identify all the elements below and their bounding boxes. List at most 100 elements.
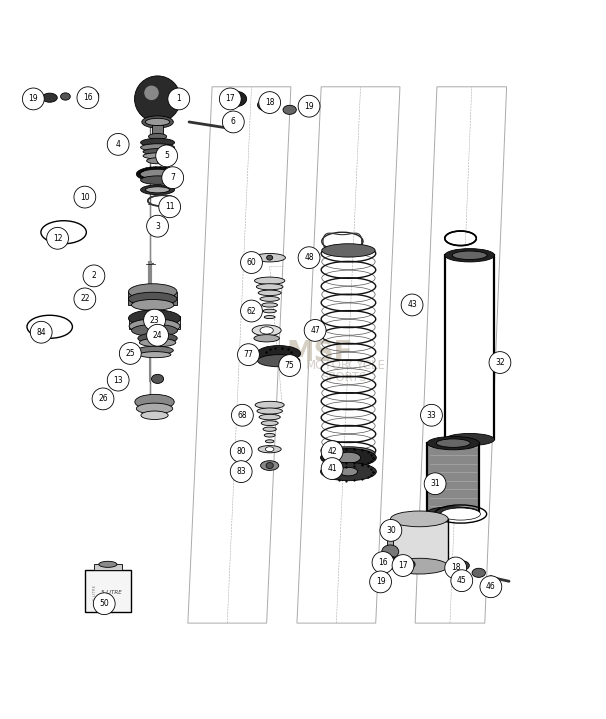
Ellipse shape: [336, 452, 361, 463]
Text: 19: 19: [304, 101, 314, 111]
Text: 18: 18: [451, 564, 461, 572]
Ellipse shape: [445, 434, 494, 446]
Ellipse shape: [267, 255, 273, 260]
Text: 17: 17: [225, 94, 235, 104]
Ellipse shape: [128, 292, 177, 306]
Circle shape: [230, 461, 252, 482]
Text: 6: 6: [231, 117, 236, 127]
Circle shape: [304, 319, 326, 342]
Ellipse shape: [260, 296, 279, 301]
Text: 60: 60: [247, 258, 256, 267]
Text: SPORTS: SPORTS: [321, 371, 367, 384]
Text: 2: 2: [92, 271, 96, 280]
Ellipse shape: [321, 462, 376, 481]
Ellipse shape: [258, 290, 281, 296]
Ellipse shape: [145, 119, 170, 126]
Bar: [445, 255, 494, 439]
Ellipse shape: [158, 160, 170, 165]
Ellipse shape: [264, 316, 275, 319]
Text: 32: 32: [495, 358, 505, 367]
Ellipse shape: [339, 467, 358, 476]
Circle shape: [159, 196, 181, 218]
Ellipse shape: [390, 511, 448, 527]
Ellipse shape: [135, 394, 175, 410]
Ellipse shape: [390, 558, 448, 574]
Text: 45: 45: [457, 576, 467, 585]
Circle shape: [144, 86, 159, 100]
Circle shape: [298, 247, 320, 269]
Text: 31: 31: [430, 480, 440, 488]
Ellipse shape: [445, 249, 494, 262]
Ellipse shape: [99, 562, 117, 567]
Ellipse shape: [256, 284, 283, 290]
Bar: [85, 570, 130, 612]
Circle shape: [47, 227, 68, 249]
Ellipse shape: [259, 414, 281, 420]
Ellipse shape: [255, 401, 284, 408]
Circle shape: [30, 321, 52, 343]
Ellipse shape: [261, 421, 278, 426]
Text: 19: 19: [376, 577, 385, 587]
Ellipse shape: [86, 93, 93, 98]
Text: 18: 18: [265, 98, 275, 107]
Circle shape: [222, 111, 244, 133]
Circle shape: [421, 404, 442, 426]
Ellipse shape: [148, 134, 167, 139]
Circle shape: [238, 344, 259, 365]
Circle shape: [451, 569, 473, 592]
Text: 23: 23: [150, 316, 159, 324]
Bar: [390, 519, 448, 566]
Ellipse shape: [143, 149, 172, 155]
Circle shape: [144, 309, 165, 331]
Circle shape: [279, 354, 301, 377]
Circle shape: [372, 551, 394, 574]
Ellipse shape: [261, 461, 279, 470]
Ellipse shape: [252, 325, 281, 336]
Circle shape: [135, 76, 181, 122]
Ellipse shape: [427, 436, 479, 450]
Circle shape: [298, 96, 320, 117]
Ellipse shape: [382, 527, 399, 540]
Ellipse shape: [441, 508, 481, 520]
Text: 33: 33: [427, 411, 436, 420]
Text: 12: 12: [53, 234, 62, 243]
Circle shape: [489, 352, 511, 373]
Ellipse shape: [257, 408, 282, 414]
Text: 48: 48: [304, 253, 314, 262]
Ellipse shape: [264, 434, 275, 437]
Circle shape: [77, 87, 99, 109]
Ellipse shape: [472, 568, 485, 577]
Circle shape: [321, 458, 343, 480]
Ellipse shape: [141, 176, 175, 184]
Ellipse shape: [263, 427, 276, 431]
Ellipse shape: [262, 303, 278, 307]
Ellipse shape: [257, 346, 301, 362]
Ellipse shape: [399, 559, 415, 569]
Circle shape: [107, 369, 129, 391]
Circle shape: [480, 576, 502, 597]
Circle shape: [93, 592, 115, 615]
Circle shape: [74, 186, 96, 208]
Ellipse shape: [128, 284, 177, 300]
Circle shape: [147, 324, 168, 346]
Text: 83: 83: [236, 467, 246, 476]
Circle shape: [119, 342, 141, 365]
Circle shape: [156, 145, 178, 167]
Circle shape: [380, 520, 402, 541]
Text: 68: 68: [238, 411, 247, 420]
Text: 84: 84: [36, 328, 46, 336]
Circle shape: [83, 265, 105, 287]
Circle shape: [107, 134, 129, 155]
Text: 16: 16: [83, 93, 93, 102]
Text: 47: 47: [310, 326, 320, 335]
Ellipse shape: [142, 116, 173, 128]
Ellipse shape: [322, 446, 375, 460]
Text: 13: 13: [113, 375, 123, 385]
Circle shape: [74, 288, 96, 310]
Ellipse shape: [42, 93, 57, 102]
Ellipse shape: [436, 439, 470, 447]
Circle shape: [162, 167, 184, 188]
Ellipse shape: [145, 187, 170, 193]
Circle shape: [92, 388, 114, 410]
Ellipse shape: [265, 446, 274, 452]
